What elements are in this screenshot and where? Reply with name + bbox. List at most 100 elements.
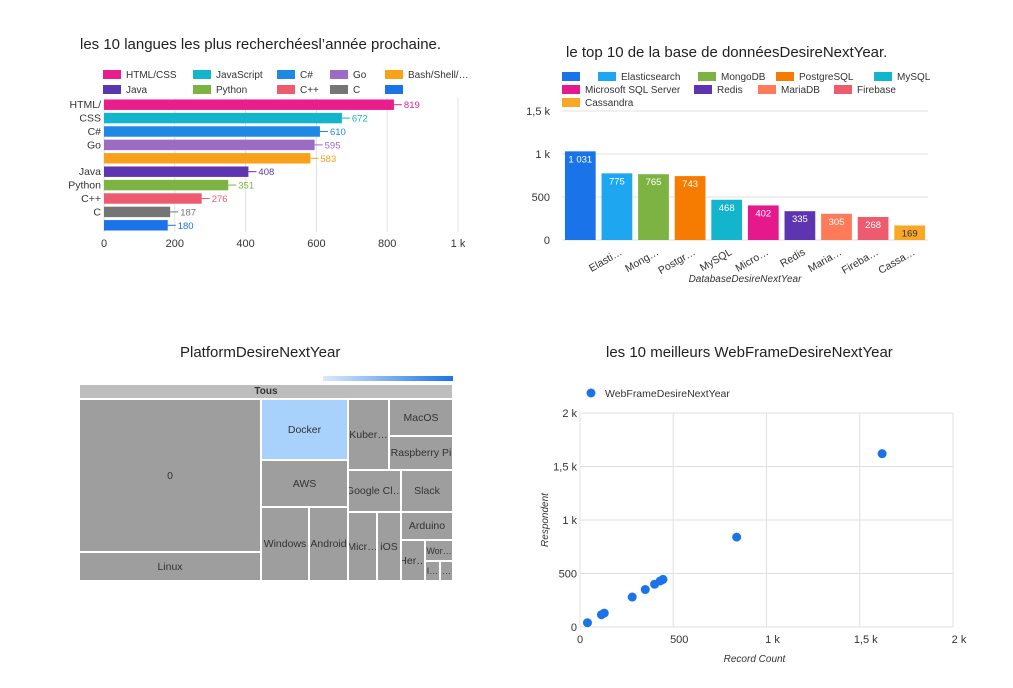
y-tick-label: Go: [87, 139, 101, 151]
bar: [564, 151, 596, 240]
scatter-point: [640, 585, 650, 595]
legend-label: MongoDB: [721, 72, 766, 83]
data-label: 775: [609, 176, 625, 187]
x-tick-label: Micro…: [733, 246, 770, 274]
bar: [104, 193, 202, 204]
legend-label: C: [353, 85, 360, 96]
bar: [104, 206, 171, 218]
legend-label: Go: [353, 70, 367, 81]
x-tick-label: Redis: [778, 246, 807, 270]
legend-label: JavaScript: [216, 70, 263, 81]
bar: [784, 211, 816, 240]
x-axis-title: DatabaseDesireNextYear: [689, 274, 803, 285]
data-label: 187: [180, 207, 196, 218]
data-label: 268: [865, 220, 881, 231]
scatter-point: [877, 449, 887, 459]
y-tick-label: C++: [81, 193, 101, 205]
legend-swatch: [103, 85, 121, 94]
legend-swatch: [330, 70, 348, 79]
scatter-point: [627, 592, 637, 602]
languages-bar-chart: HTML/CSS JavaScript C# Go Bash/Shell/…Java Py…: [68, 70, 469, 250]
data-label: 610: [330, 127, 346, 138]
data-label: 743: [682, 179, 698, 190]
x-tick-label: Fireba…: [840, 246, 881, 277]
databases-chart-title: le top 10 de la base de donnéesDesireNex…: [566, 44, 888, 61]
legend-swatch: [385, 70, 403, 79]
x-tick-label: 200: [166, 238, 184, 250]
legend-swatch: [193, 70, 211, 79]
legend-swatch: [698, 72, 716, 81]
legend-swatch: [758, 85, 776, 94]
x-tick-label: 600: [307, 238, 325, 250]
databases-bar-chart: Elasticsearch MongoDB PostgreSQL MySQLMicro…: [526, 72, 931, 285]
x-tick-label: 400: [236, 238, 254, 250]
treemap-cell: AWS: [261, 460, 348, 507]
languages-chart-title: les 10 langues les plus recherchéesl’ann…: [80, 36, 442, 53]
legend-label: C#: [300, 70, 313, 81]
x-tick-label: 1 k: [451, 238, 466, 250]
data-label: 305: [829, 217, 845, 228]
data-label: 765: [646, 177, 662, 188]
legend-swatch: [562, 72, 580, 81]
data-label: 595: [325, 140, 341, 151]
data-label: 335: [792, 214, 808, 225]
legend-swatch: [193, 85, 211, 94]
y-tick-label: 0: [544, 235, 550, 247]
treemap-cell: Kuber…: [348, 399, 389, 470]
data-label: 180: [178, 221, 194, 232]
bar: [638, 174, 669, 240]
bar: [104, 99, 394, 110]
x-tick-label: MySQL: [698, 246, 734, 274]
treemap-cell: Her…: [401, 540, 425, 581]
treemap-cell: Micr…: [348, 512, 377, 581]
y-tick-label: 1 k: [535, 149, 550, 161]
treemap-cell: Android: [309, 507, 348, 581]
treemap-cell: I…: [425, 561, 440, 581]
y-tick-label: C: [93, 206, 101, 218]
bar: [857, 216, 889, 240]
platforms-chart-title: PlatformDesireNextYear: [180, 344, 341, 361]
y-axis-title: Respondent: [540, 492, 551, 547]
treemap-cell: Docker: [261, 399, 348, 460]
legend-swatch: [834, 85, 852, 94]
y-tick-label: 1,5 k: [526, 106, 550, 118]
y-tick-label: 500: [559, 569, 577, 581]
x-tick-label: 2 k: [952, 634, 967, 646]
data-label: 408: [258, 167, 274, 178]
treemap-header: Tous: [79, 384, 453, 399]
scatter-point: [650, 579, 660, 589]
treemap-cell: Slack: [401, 470, 453, 512]
legend-marker: [586, 388, 596, 398]
legend-label: Redis: [717, 85, 743, 96]
data-label: 351: [238, 181, 254, 192]
legend-swatch: [562, 85, 580, 94]
treemap-cell: 0: [79, 399, 261, 552]
x-tick-label: Mong…: [623, 246, 661, 275]
x-tick-label: Elasti…: [587, 246, 624, 274]
legend-label: C++: [300, 85, 319, 96]
bar: [104, 220, 168, 231]
treemap-cell: Wor…: [425, 540, 453, 561]
data-label: 468: [719, 203, 735, 214]
y-tick-label: Python: [68, 180, 101, 192]
bar: [747, 205, 779, 240]
bar: [711, 199, 743, 240]
bar: [821, 213, 852, 240]
legend-swatch: [277, 85, 295, 94]
treemap-cell: Raspberry Pi: [389, 436, 453, 470]
y-tick-label: 1,5 k: [553, 462, 577, 474]
x-axis-title: Record Count: [724, 654, 787, 665]
y-tick-label: 0: [571, 622, 577, 634]
legend-label: WebFrameDesireNextYear: [605, 388, 730, 400]
y-tick-label: 2 k: [562, 408, 577, 420]
legend-swatch: [330, 85, 348, 94]
data-label: 169: [902, 228, 918, 239]
legend-label: Python: [216, 85, 247, 96]
bar: [104, 166, 249, 177]
legend-swatch: [277, 70, 295, 79]
scatter-point: [582, 618, 592, 628]
data-label: 276: [212, 194, 228, 205]
platforms-treemap: Tous 0 Linux Docker AWS Windows Android Kuber……: [79, 384, 453, 581]
x-tick-label: 0: [101, 238, 107, 250]
treemap-cell: iOS: [377, 512, 401, 581]
